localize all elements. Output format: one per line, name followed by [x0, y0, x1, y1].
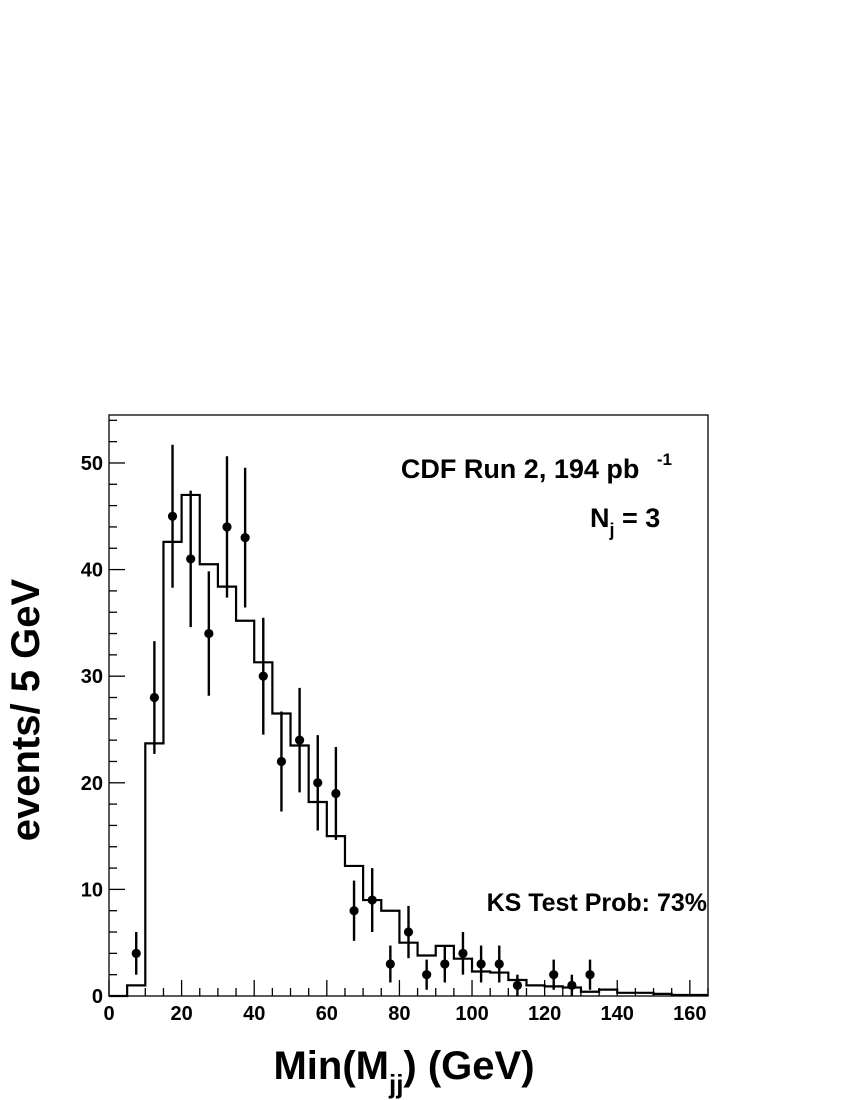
data-point	[349, 906, 359, 916]
annotation-title: CDF Run 2, 194 pb -1	[401, 450, 672, 484]
data-point	[240, 532, 250, 543]
data-point	[331, 788, 341, 799]
data-point	[549, 970, 559, 980]
data-point	[585, 970, 595, 980]
x-tick-label: 0	[103, 1003, 114, 1025]
data-point	[276, 756, 287, 767]
x-tick-label: 40	[243, 1003, 265, 1025]
data-point	[131, 948, 141, 958]
x-tick-label: 120	[528, 1003, 561, 1025]
x-axis-label-tail: ) (GeV)	[403, 1044, 534, 1088]
data-point	[440, 959, 450, 969]
x-tick-label: 60	[316, 1003, 338, 1025]
data-point	[494, 959, 504, 969]
x-tick-label: 20	[170, 1003, 192, 1025]
y-tick-label: 20	[81, 773, 103, 795]
x-axis-label: Min(Mjj) (GeV)	[273, 1044, 534, 1099]
data-points	[131, 444, 595, 996]
data-point	[422, 970, 432, 980]
tick-labels: 0 20 40 60 80 100 120 140 160 0 10 20 30 40 50	[81, 453, 707, 1025]
annotation-nj-tail: = 3	[615, 503, 661, 533]
data-point	[186, 554, 196, 564]
data-point	[222, 522, 232, 532]
data-point	[149, 692, 159, 703]
data-point	[458, 948, 468, 958]
axes	[108, 414, 709, 997]
annotation-nj: Nj = 3	[590, 503, 660, 540]
x-tick-label: 80	[388, 1003, 410, 1025]
data-point	[258, 671, 268, 681]
data-point	[204, 628, 214, 639]
mc-histogram	[109, 493, 708, 998]
data-point	[512, 980, 523, 990]
data-point	[294, 735, 305, 745]
y-axis-label: events/ 5 GeV	[4, 579, 48, 842]
x-tick-label: 100	[455, 1003, 488, 1025]
y-tick-label: 30	[81, 666, 103, 688]
data-point	[167, 511, 178, 521]
data-point	[313, 778, 323, 788]
data-point	[476, 959, 486, 969]
data-point	[367, 895, 377, 905]
y-tick-label: 10	[81, 879, 103, 901]
y-tick-label: 50	[81, 453, 103, 475]
x-axis-label-sub: jj	[388, 1069, 403, 1099]
x-tick-label: 160	[673, 1003, 706, 1025]
y-tick-label: 0	[92, 986, 103, 1008]
data-point	[385, 959, 395, 969]
plot-frame	[108, 414, 709, 997]
y-tick-label: 40	[81, 560, 103, 582]
annotation-nj-sub: j	[609, 520, 615, 540]
data-point	[403, 927, 414, 937]
data-point	[567, 980, 577, 990]
annotation-ks: KS Test Prob: 73%	[487, 889, 707, 917]
histogram-step-line	[109, 493, 708, 998]
annotation-title-sup: -1	[657, 450, 672, 469]
x-tick-label: 140	[601, 1003, 634, 1025]
